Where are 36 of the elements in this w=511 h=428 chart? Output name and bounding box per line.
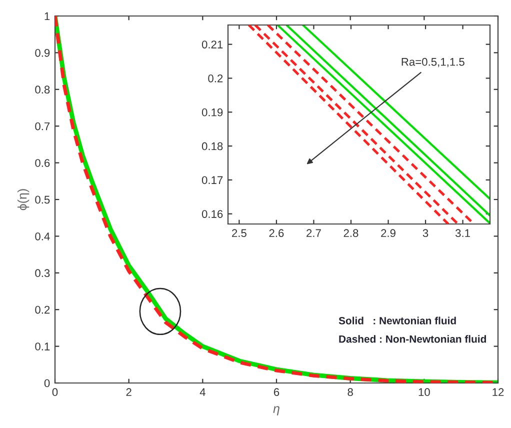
x-tick-label: 2.6 [269,229,284,238]
y-tick-label: 0 [44,379,50,388]
y-tick-label: 0.8 [35,86,50,94]
y-tick-label: 0.17 [202,176,223,184]
y-tick-label: 0.5 [35,196,50,204]
y-axis-title: ϕ(η) [17,189,30,210]
y-tick-label: 0.3 [35,269,50,278]
y-tick-label: 0.18 [202,142,223,150]
x-tick-label: 2.8 [344,229,358,238]
y-tick-label: 0.4 [35,232,50,240]
x-tick-label: 3 [422,229,428,238]
x-tick-label: 12 [492,388,504,396]
y-tick-label: 0.16 [202,210,223,218]
x-axis-title: η [273,406,280,416]
y-tick-label: 0.6 [35,159,50,167]
y-tick-label: 0.2 [35,306,50,314]
y-tick-label: 0.19 [202,108,223,116]
x-tick-label: 8 [348,388,353,396]
x-tick-label: 10 [418,388,430,396]
y-tick-label: 0.7 [35,122,50,130]
y-tick-label: 0.1 [35,342,50,350]
x-tick-label: 6 [274,388,280,396]
x-tick-label: 2.9 [381,229,396,238]
y-tick-label: 0.21 [202,40,223,48]
x-tick-label: 4 [200,388,206,396]
y-tick-label: 1 [44,12,50,20]
y-tick-label: 0.9 [35,48,50,57]
annotation: Dashed : Non-Newtonian fluid [339,335,486,343]
y-tick-label: 0.2 [208,74,223,82]
x-tick-label: 3.1 [455,229,470,238]
x-tick-label: 2 [126,388,132,396]
x-tick-label: 2.5 [232,229,246,238]
annotation: Solid : Newtonian fluid [338,316,456,324]
x-tick-label: 0 [52,388,58,396]
annotation: Ra=0.5,1,1.5 [402,58,464,68]
x-tick-label: 2.7 [306,229,321,237]
